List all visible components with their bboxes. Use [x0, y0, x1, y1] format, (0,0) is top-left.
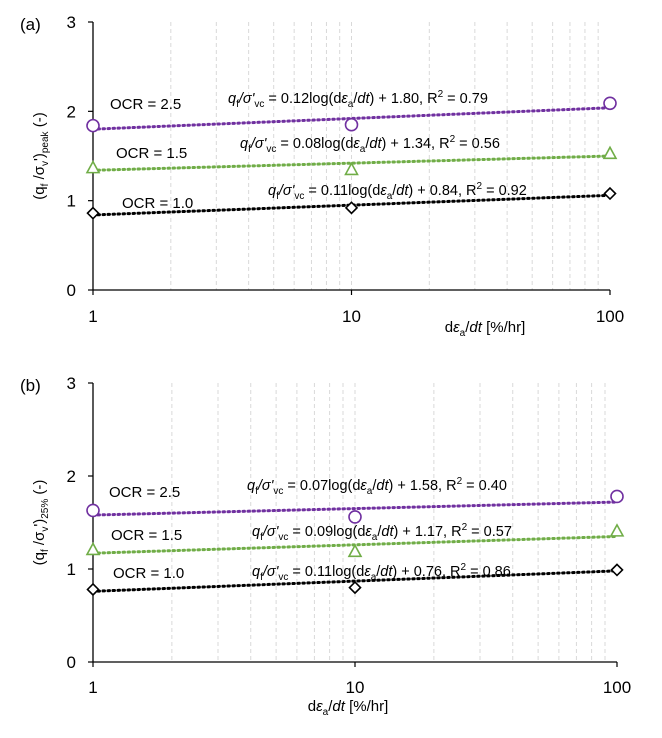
y-tick-label: 2 — [67, 102, 76, 121]
data-point — [86, 582, 100, 597]
trendline-equation: qf/σ'vc = 0.12log(dεa/dt) + 1.80, R2 = 0… — [228, 89, 488, 110]
data-point — [610, 489, 624, 504]
x-tick-label: 10 — [342, 307, 361, 326]
data-point — [610, 563, 624, 577]
series-circle: OCR = 2.5 qf/σ'vc = 0.07log(dεa/dt) + 1.5… — [86, 476, 624, 524]
x-tick-label: 1 — [88, 307, 97, 326]
data-point — [348, 510, 362, 524]
y-tick-label: 3 — [67, 13, 76, 32]
series-diamond: OCR = 1.0 qf/σ'vc = 0.11log(dεa/dt) + 0.8… — [86, 181, 617, 220]
series-circle: OCR = 2.5 qf/σ'vc = 0.12log(dεa/dt) + 1.8… — [86, 89, 617, 133]
data-point — [85, 541, 101, 556]
series-label: OCR = 2.5 — [109, 484, 180, 501]
data-point — [86, 503, 100, 518]
panel-label: (b) — [20, 376, 41, 395]
series-label: OCR = 1.5 — [111, 527, 182, 544]
series-label: OCR = 1.0 — [122, 195, 193, 212]
data-point — [602, 145, 618, 160]
data-point — [344, 201, 359, 215]
x-tick-label: 1 — [88, 678, 97, 697]
data-point — [347, 543, 363, 558]
y-tick-label: 0 — [67, 653, 76, 672]
series-label: OCR = 1.0 — [113, 565, 184, 582]
y-axis-label: (qf /σv')25% (-) — [31, 480, 51, 566]
data-point — [603, 186, 617, 201]
series-label: OCR = 2.5 — [110, 96, 181, 113]
series-triangle: OCR = 1.5 qf/σ'vc = 0.08log(dεa/dt) + 1.3… — [85, 134, 618, 176]
data-point — [86, 206, 100, 220]
data-point — [603, 96, 617, 111]
x-tick-label: 10 — [346, 678, 365, 697]
data-point — [344, 117, 359, 132]
series-diamond: OCR = 1.0 qf/σ'vc = 0.11log(dεa/dt) + 0.7… — [86, 562, 624, 597]
trendline-equation: qf/σ'vc = 0.11log(dεa/dt) + 0.76, R2 = 0… — [252, 562, 511, 583]
trendline — [91, 500, 619, 517]
data-point — [348, 580, 362, 595]
trendline-equation: qf/σ'vc = 0.08log(dεa/dt) + 1.34, R2 = 0… — [240, 134, 500, 155]
y-tick-label: 0 — [67, 281, 76, 300]
trendline-equation: qf/σ'vc = 0.09log(dεa/dt) + 1.17, R2 = 0… — [252, 522, 512, 543]
series-triangle: OCR = 1.5 qf/σ'vc = 0.09log(dεa/dt) + 1.1… — [85, 522, 625, 558]
data-point — [344, 161, 359, 176]
y-tick-label: 3 — [67, 374, 76, 393]
data-point — [86, 118, 100, 133]
x-tick-label: 100 — [596, 307, 624, 326]
y-tick-label: 2 — [67, 467, 76, 486]
trendline-equation: qf/σ'vc = 0.11log(dεa/dt) + 0.84, R2 = 0… — [268, 181, 527, 202]
y-tick-label: 1 — [67, 192, 76, 211]
x-axis-label: dεa/dt [%/hr] — [308, 698, 389, 718]
x-tick-label: 100 — [603, 678, 631, 697]
data-point — [609, 523, 625, 537]
y-tick-label: 1 — [67, 560, 76, 579]
trendline-equation: qf/σ'vc = 0.07log(dεa/dt) + 1.58, R2 = 0… — [247, 476, 507, 497]
panel-label: (a) — [20, 15, 41, 34]
y-axis-label: (qf /σv')peak (-) — [31, 112, 51, 199]
series-label: OCR = 1.5 — [116, 145, 187, 162]
data-point — [85, 159, 101, 174]
x-axis-label: dεa/dt [%/hr] — [445, 319, 526, 339]
